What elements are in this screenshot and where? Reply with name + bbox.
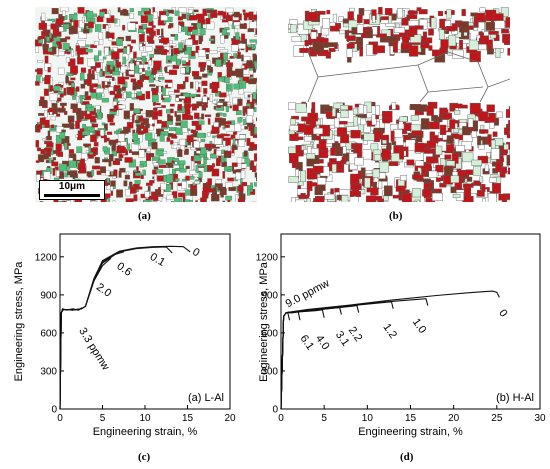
y-axis-label: Engineering stress, MPa — [258, 261, 270, 382]
panel-label: (a) L-Al — [188, 392, 224, 404]
x-tick-label: 20 — [224, 413, 236, 424]
series-label: 0 — [496, 307, 509, 319]
chart-l-al: 0 5 10 15 20 0 300 600 900 1200 Engineering strain… — [13, 233, 236, 438]
x-tick-label: 10 — [139, 413, 151, 424]
plot-frame — [59, 233, 231, 410]
y-tick-label: 300 — [261, 366, 278, 377]
series-line-1-2 — [280, 301, 394, 410]
coarse-grain-boundaries — [307, 51, 510, 103]
series-line-0 — [59, 245, 191, 410]
y-tick-label: 300 — [40, 366, 57, 377]
series-line-4-0 — [280, 309, 325, 410]
series-label: 0.6 — [114, 260, 133, 279]
y-axis-label: Engineering stress, MPa — [13, 261, 25, 382]
x-tick-label: 5 — [100, 413, 106, 424]
x-tick-label: 0 — [278, 413, 284, 424]
x-axis-label: Engineering strain, % — [358, 426, 463, 438]
x-tick-label: 25 — [491, 413, 503, 424]
caption-a: (a) — [138, 210, 151, 222]
panel-label: (b) H-Al — [496, 392, 534, 404]
y-tick-label: 900 — [40, 290, 57, 301]
x-tick-label: 5 — [321, 413, 327, 424]
series-line-0 — [280, 290, 500, 410]
micrograph-a — [35, 7, 257, 202]
x-tick-label: 0 — [57, 413, 63, 424]
series-label: 0.1 — [148, 251, 167, 269]
y-tick-label: 600 — [40, 328, 57, 339]
y-tick-label: 1200 — [35, 252, 58, 263]
scale-bar-label: 10μm — [58, 181, 86, 192]
caption-d: (d) — [400, 451, 414, 463]
caption-c: (c) — [138, 451, 151, 463]
x-axis-label: Engineering strain, % — [93, 426, 198, 438]
series-line-3-3-ppmw — [59, 307, 83, 410]
y-tick-label: 1200 — [256, 252, 279, 263]
micrograph-b — [288, 7, 510, 202]
series-line-3-1 — [280, 307, 342, 410]
series-label: 4.0 — [313, 333, 332, 352]
x-tick-label: 10 — [362, 413, 374, 424]
y-tick-label: 0 — [272, 405, 278, 416]
scale-bar-line — [44, 194, 100, 197]
series-label: 3.3 ppmw — [76, 326, 111, 373]
series-label: 6.1 — [298, 333, 317, 352]
series-label: 0 — [190, 246, 201, 259]
series-label: 1.0 — [410, 316, 429, 335]
scale-bar: 10μm — [39, 180, 105, 200]
grain-texture — [288, 7, 510, 202]
series-line-1-0 — [280, 298, 429, 410]
x-tick-label: 15 — [405, 413, 417, 424]
series-line-0-6 — [59, 251, 124, 410]
series-label: 1.2 — [380, 321, 399, 340]
y-tick-label: 0 — [51, 405, 57, 416]
y-tick-label: 900 — [261, 290, 278, 301]
caption-b: (b) — [389, 210, 403, 222]
y-tick-label: 600 — [261, 328, 278, 339]
x-tick-label: 15 — [182, 413, 194, 424]
series-label: 9.0 ppmw — [284, 277, 332, 310]
x-tick-label: 30 — [534, 413, 546, 424]
x-tick-label: 20 — [448, 413, 460, 424]
series-line-2-2 — [280, 304, 360, 410]
series-label: 2.0 — [94, 281, 113, 300]
